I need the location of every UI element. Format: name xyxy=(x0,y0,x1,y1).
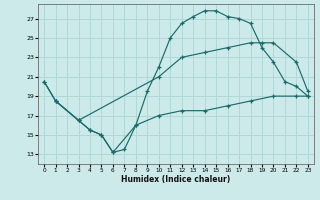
X-axis label: Humidex (Indice chaleur): Humidex (Indice chaleur) xyxy=(121,175,231,184)
